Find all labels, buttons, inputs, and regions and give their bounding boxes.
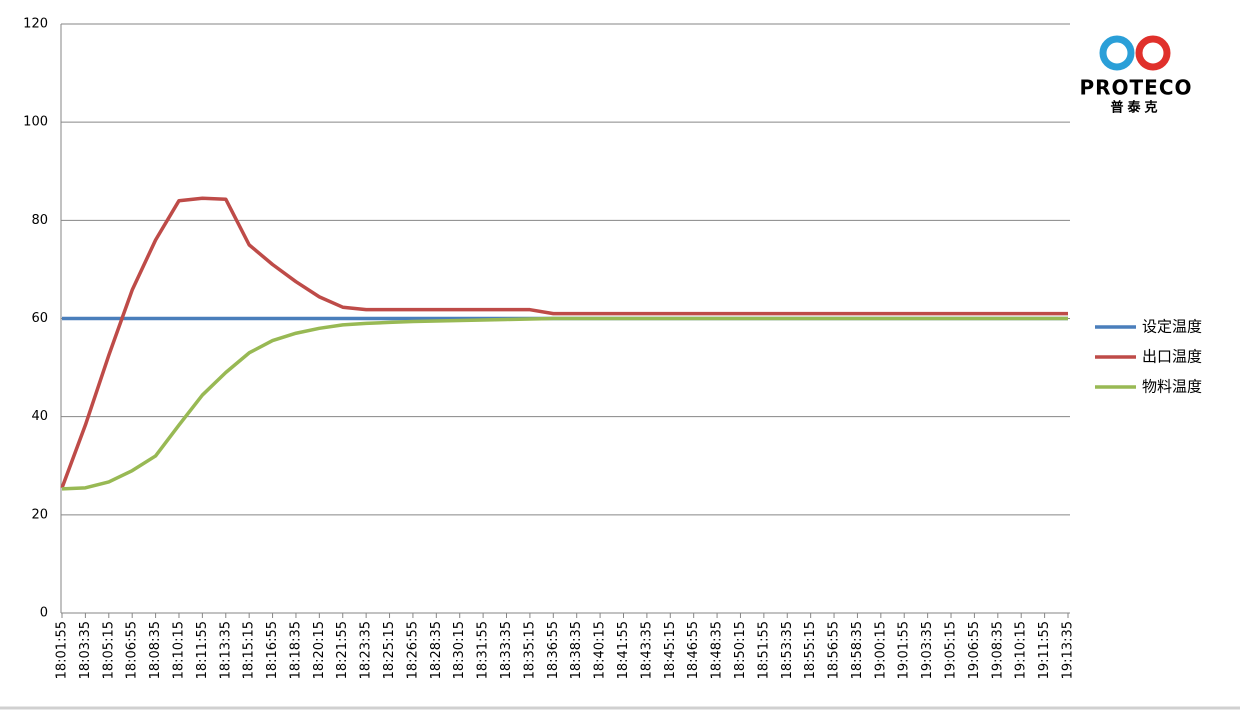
x-tick-label: 18:20:15 <box>312 621 327 679</box>
x-tick-label: 18:38:35 <box>569 621 584 679</box>
x-tick-label: 18:43:35 <box>639 621 654 679</box>
x-tick-label: 18:56:55 <box>827 621 842 679</box>
y-tick-label: 120 <box>23 17 48 32</box>
x-tick-label: 19:06:55 <box>967 621 982 679</box>
logo-subtext: 普泰克 <box>1110 100 1161 116</box>
x-tick-label: 18:30:15 <box>452 621 467 679</box>
x-tick-label: 18:01:55 <box>55 621 70 679</box>
y-tick-label: 100 <box>23 115 48 130</box>
x-tick-label: 18:21:55 <box>335 621 350 679</box>
legend-label: 出口温度 <box>1142 348 1202 366</box>
series-line <box>61 316 1068 491</box>
x-tick-label: 19:03:35 <box>920 621 935 679</box>
x-tick-label: 18:58:35 <box>850 621 865 679</box>
x-tick-label: 18:41:55 <box>616 621 631 679</box>
x-tick-label: 18:10:15 <box>171 621 186 679</box>
x-tick-label: 18:26:55 <box>405 621 420 679</box>
x-tick-label: 18:16:55 <box>265 621 280 679</box>
x-tick-label: 18:33:35 <box>499 621 514 679</box>
x-tick-label: 18:06:55 <box>125 621 140 679</box>
x-tick-label: 18:35:15 <box>522 621 537 679</box>
x-tick-label: 18:50:15 <box>733 621 748 679</box>
x-tick-label: 18:11:55 <box>195 621 210 679</box>
x-tick-label: 18:18:35 <box>288 621 303 679</box>
y-tick-label: 60 <box>31 311 48 326</box>
y-tick-label: 80 <box>31 213 48 228</box>
x-tick-label: 18:15:15 <box>242 621 257 679</box>
x-tick-label: 19:13:35 <box>1061 621 1076 679</box>
x-tick-label: 18:40:15 <box>593 621 608 679</box>
x-tick-label: 18:03:35 <box>78 621 93 679</box>
y-tick-label: 40 <box>31 409 48 424</box>
x-tick-label: 18:05:15 <box>101 621 116 679</box>
y-tick-label: 20 <box>31 507 48 522</box>
x-tick-label: 18:08:35 <box>148 621 163 679</box>
y-tick-label: 0 <box>40 606 48 621</box>
legend-label: 设定温度 <box>1142 318 1202 336</box>
x-tick-label: 19:11:55 <box>1037 621 1052 679</box>
x-tick-label: 18:51:55 <box>756 621 771 679</box>
x-tick-label: 19:01:55 <box>897 621 912 679</box>
logo: PROTECO 普泰克 <box>1079 35 1192 116</box>
x-tick-label: 19:10:15 <box>1014 621 1029 679</box>
x-tick-label: 18:46:55 <box>686 621 701 679</box>
x-tick-label: 19:00:15 <box>873 621 888 679</box>
x-tick-label: 18:53:35 <box>780 621 795 679</box>
x-tick-label: 18:23:35 <box>359 621 374 679</box>
x-tick-label: 18:36:55 <box>546 621 561 679</box>
x-tick-label: 18:13:35 <box>218 621 233 679</box>
x-tick-label: 19:05:15 <box>944 621 959 679</box>
logo-text: PROTECO <box>1079 76 1192 100</box>
series-line <box>60 196 1068 489</box>
x-tick-label: 18:55:15 <box>803 621 818 679</box>
x-tick-label: 18:28:35 <box>429 621 444 679</box>
logo-ring <box>1099 35 1135 71</box>
x-tick-label: 19:08:35 <box>990 621 1005 679</box>
x-tick-label: 18:45:15 <box>663 621 678 679</box>
logo-ring <box>1135 35 1171 71</box>
x-tick-label: 18:31:55 <box>476 621 491 679</box>
x-tick-label: 18:25:15 <box>382 621 397 679</box>
legend-label: 物料温度 <box>1142 378 1202 396</box>
x-tick-label: 18:48:35 <box>710 621 725 679</box>
